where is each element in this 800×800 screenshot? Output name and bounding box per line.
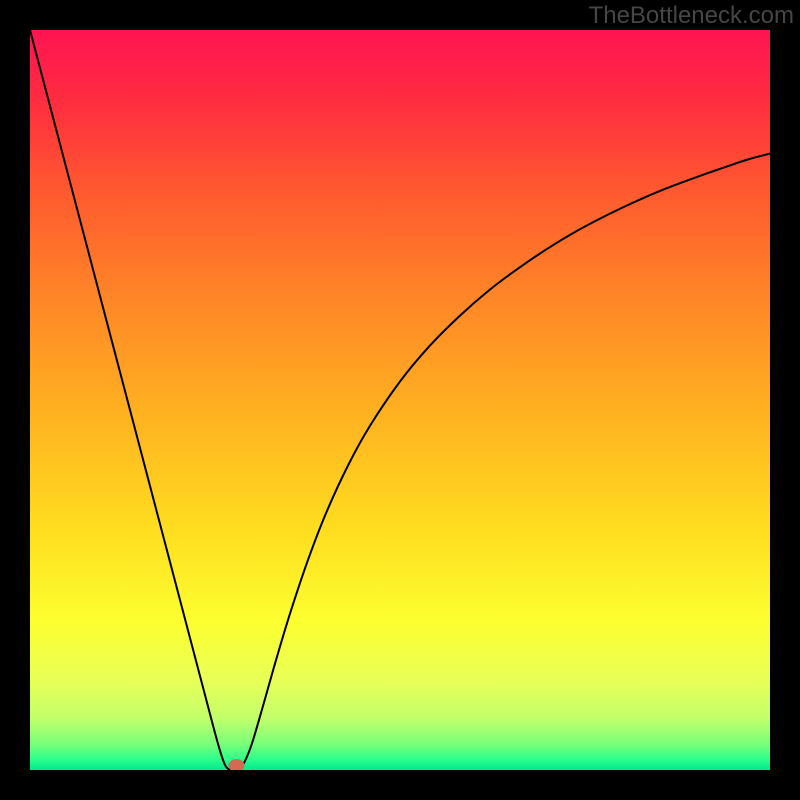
plot-background [30,30,770,770]
chart-frame-edge [770,0,800,800]
chart-frame-edge [0,0,30,800]
bottleneck-chart-svg [0,0,800,800]
chart-frame-edge [0,0,800,30]
chart-container: TheBottleneck.com [0,0,800,800]
chart-frame-edge [0,770,800,800]
